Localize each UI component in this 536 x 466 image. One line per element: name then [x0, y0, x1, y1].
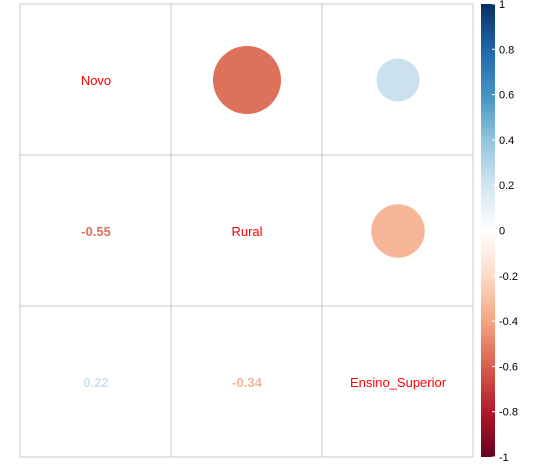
colorbar-tick-label: 1 — [499, 0, 505, 11]
correlation-value-label: 0.22 — [83, 375, 108, 390]
diagonal-variable-label: Ensino_Superior — [350, 375, 447, 390]
correlation-value-label: -0.55 — [81, 224, 111, 239]
colorbar — [481, 4, 495, 457]
colorbar-tick-label: -0.6 — [499, 361, 518, 373]
correlation-circle — [212, 45, 282, 115]
colorbar-tick-label: -0.8 — [499, 407, 518, 419]
correlation-value-label: -0.34 — [232, 375, 262, 390]
colorbar-tick-label: -0.2 — [499, 271, 518, 283]
colorbar-tick-label: 0.6 — [499, 90, 514, 102]
diagonal-variable-label: Novo — [81, 73, 111, 88]
colorbar-tick-label: 0.4 — [499, 135, 514, 147]
colorbar-tick-label: 0.2 — [499, 180, 514, 192]
correlation-circle — [371, 204, 425, 258]
correlation-circle — [376, 58, 420, 102]
colorbar-tick-label: -0.4 — [499, 316, 518, 328]
diagonal-variable-label: Rural — [231, 224, 262, 239]
colorbar-tick-label: 0.8 — [499, 44, 514, 56]
colorbar-tick-label: 0 — [499, 226, 505, 238]
colorbar-tick-label: -1 — [499, 452, 509, 464]
